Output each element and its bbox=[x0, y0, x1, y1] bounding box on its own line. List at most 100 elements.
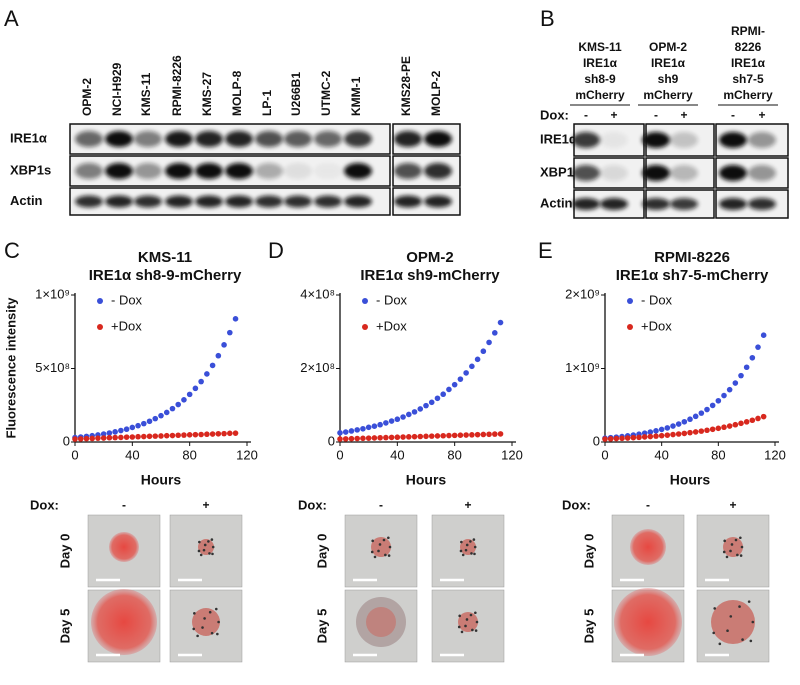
band bbox=[165, 195, 193, 208]
band bbox=[165, 131, 193, 147]
legend-marker bbox=[97, 298, 103, 304]
y-tick-label: 5×10⁸ bbox=[35, 360, 70, 375]
data-point bbox=[755, 415, 761, 422]
cell-debris bbox=[474, 611, 477, 615]
row-label: Actin bbox=[540, 195, 573, 210]
data-point bbox=[726, 386, 733, 393]
data-point bbox=[670, 431, 676, 438]
cell-debris bbox=[473, 545, 477, 549]
cell-debris bbox=[729, 549, 732, 553]
data-point bbox=[492, 330, 498, 336]
band bbox=[344, 163, 372, 179]
data-point bbox=[169, 405, 176, 412]
data-point bbox=[360, 425, 366, 432]
dox-sign: - bbox=[584, 108, 588, 122]
data-point bbox=[360, 435, 366, 442]
band bbox=[195, 131, 223, 147]
data-point bbox=[232, 316, 239, 322]
dox-label: Dox: bbox=[540, 107, 569, 122]
data-point bbox=[687, 416, 693, 423]
band bbox=[284, 195, 312, 208]
data-point bbox=[486, 431, 492, 438]
y-tick-label: 4×10⁸ bbox=[300, 286, 335, 301]
legend-label: - Dox bbox=[111, 292, 143, 307]
spheroid bbox=[192, 608, 220, 636]
cell-debris bbox=[378, 543, 382, 546]
data-point bbox=[446, 386, 452, 393]
data-point bbox=[417, 433, 424, 440]
band bbox=[424, 195, 452, 208]
data-point bbox=[146, 418, 153, 425]
data-point bbox=[647, 433, 654, 440]
cell-debris bbox=[460, 540, 463, 544]
lane-label: OPM-2 bbox=[80, 78, 94, 116]
lane-label: NCI-H929 bbox=[110, 62, 124, 116]
data-point bbox=[163, 432, 170, 439]
data-point bbox=[221, 430, 227, 437]
cell-debris bbox=[718, 642, 722, 646]
data-point bbox=[146, 433, 153, 440]
cell-debris bbox=[722, 550, 726, 554]
y-tick-label: 1×10⁹ bbox=[565, 360, 600, 375]
band bbox=[572, 198, 600, 210]
chart-title: IRE1α sh7-5-mCherry bbox=[616, 267, 769, 284]
spheroid bbox=[198, 539, 214, 555]
cell-debris bbox=[208, 552, 211, 555]
x-tick-label: 0 bbox=[601, 447, 608, 462]
row-label: XBP1s bbox=[540, 164, 581, 179]
data-point bbox=[423, 433, 429, 440]
cell-debris bbox=[723, 539, 726, 543]
y-axis-label: Fluorescence intensity bbox=[3, 297, 18, 439]
data-point bbox=[749, 417, 756, 424]
data-point bbox=[83, 435, 90, 442]
band bbox=[75, 131, 103, 147]
data-point bbox=[647, 429, 654, 435]
data-point bbox=[760, 332, 767, 339]
cell-debris bbox=[739, 536, 742, 540]
data-point bbox=[181, 397, 187, 403]
cell-debris bbox=[460, 630, 464, 634]
data-point bbox=[158, 412, 164, 419]
data-point bbox=[670, 423, 676, 429]
band bbox=[719, 198, 747, 210]
data-point bbox=[664, 425, 671, 431]
data-point bbox=[152, 415, 159, 422]
cell-debris bbox=[208, 610, 212, 614]
data-point bbox=[486, 339, 492, 346]
column-label: IRE1α bbox=[583, 56, 618, 70]
legend-marker bbox=[362, 298, 368, 304]
data-point bbox=[743, 364, 750, 371]
band bbox=[642, 165, 670, 181]
row-label: Actin bbox=[10, 193, 43, 208]
band bbox=[314, 195, 342, 208]
data-point bbox=[135, 422, 141, 429]
data-point bbox=[749, 354, 756, 361]
band bbox=[670, 132, 698, 148]
data-point bbox=[434, 395, 441, 402]
column-label: sh7-5 bbox=[732, 72, 764, 86]
spheroid bbox=[109, 532, 139, 562]
data-point bbox=[215, 352, 222, 359]
data-point bbox=[613, 435, 620, 442]
band bbox=[670, 198, 698, 210]
condition-label: - bbox=[646, 498, 650, 512]
data-point bbox=[698, 410, 705, 416]
lane-label: LP-1 bbox=[260, 90, 274, 116]
band bbox=[719, 165, 747, 181]
data-point bbox=[687, 429, 693, 436]
x-tick-label: 80 bbox=[447, 447, 461, 462]
legend-label: +Dox bbox=[376, 318, 407, 333]
cell-debris bbox=[465, 543, 469, 547]
data-point bbox=[630, 434, 637, 441]
row-label: IRE1α bbox=[10, 130, 47, 145]
band bbox=[105, 163, 133, 179]
band bbox=[284, 131, 312, 147]
lane-label: UTMC-2 bbox=[319, 70, 333, 116]
data-point bbox=[383, 434, 389, 441]
panel-label: B bbox=[540, 6, 555, 31]
data-point bbox=[704, 406, 710, 413]
legend-marker bbox=[627, 298, 633, 304]
data-point bbox=[204, 371, 210, 377]
data-point bbox=[709, 402, 716, 409]
band bbox=[195, 163, 223, 179]
